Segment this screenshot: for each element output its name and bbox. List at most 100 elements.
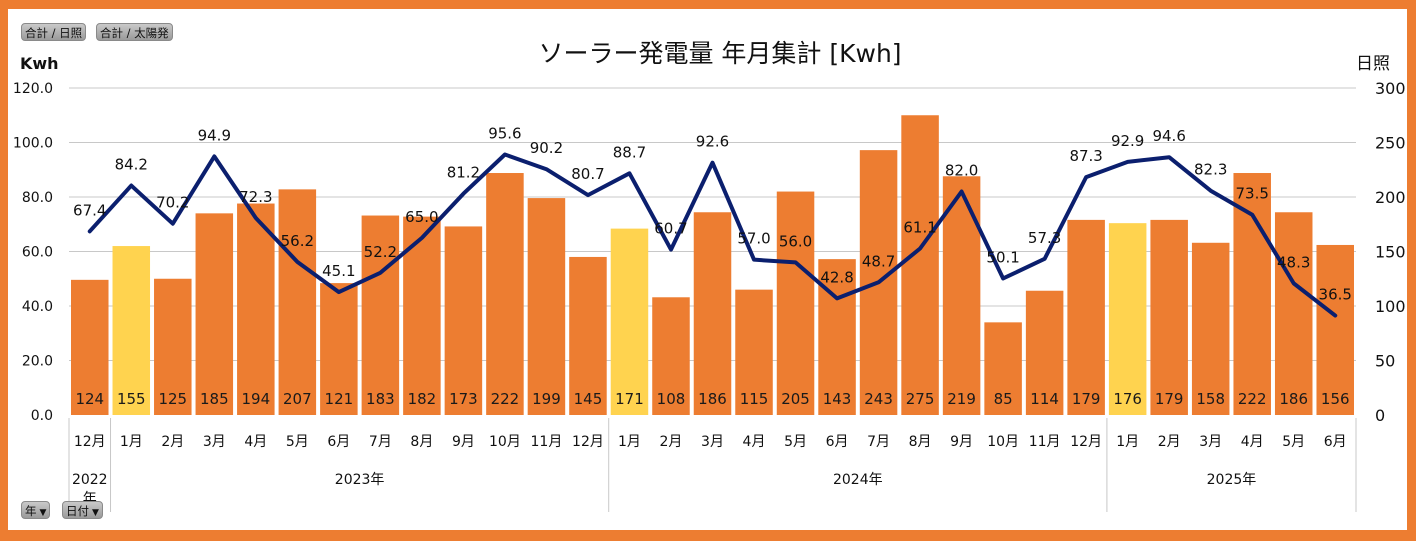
bar-data-label: 173 [449,390,478,408]
right-axis-tick-label: 50 [1375,352,1395,371]
right-axis-tick-label: 200 [1375,188,1406,207]
x-axis-month-label: 2月 [161,434,184,450]
line-data-label: 61.1 [903,219,936,237]
x-axis-month-label: 4月 [244,434,267,450]
field-button-date[interactable]: 日付 ▼ [62,501,103,519]
bar-sunshine [776,191,815,415]
line-data-label: 67.4 [73,201,106,219]
field-button-solar-total[interactable]: 合計 / 太陽発 [96,23,173,41]
left-axis-tick-label: 0.0 [31,408,53,424]
line-data-label: 72.3 [239,188,272,206]
x-axis-month-label: 2月 [660,434,683,450]
left-axis-tick-label: 20.0 [22,354,53,370]
x-axis-month-label: 12月 [1070,434,1102,450]
bar-data-label: 156 [1321,390,1350,408]
bar-sunshine [527,198,566,415]
line-data-label: 42.8 [820,268,853,286]
bar-data-label: 205 [781,390,810,408]
line-data-label: 45.1 [322,262,355,280]
x-axis-month-label: 3月 [701,434,724,450]
bar-sunshine [320,283,358,415]
bar-data-label: 176 [1113,390,1142,408]
x-axis-month-label: 7月 [867,434,890,450]
line-data-label: 82.3 [1194,161,1227,179]
bar-sunshine [361,215,400,415]
x-axis-month-label: 8月 [410,434,433,450]
x-axis-month-label: 8月 [909,434,932,450]
bar-sunshine [1108,223,1147,415]
x-axis-month-label: 1月 [120,434,143,450]
right-axis-tick-label: 0 [1375,406,1385,425]
dropdown-arrow-icon: ▼ [92,508,99,518]
line-data-label: 73.5 [1236,185,1269,203]
right-axis-tick-label: 100 [1375,297,1406,316]
line-data-label: 56.2 [281,232,314,250]
bar-sunshine [1316,244,1354,415]
bar-sunshine [1274,212,1313,415]
field-button-label: 合計 / 日照 [25,26,83,40]
x-axis-month-label: 6月 [327,434,350,450]
bar-data-label: 186 [1279,390,1308,408]
x-axis-month-label: 6月 [826,434,849,450]
line-data-label: 56.0 [779,232,812,250]
dropdown-arrow-icon: ▼ [39,508,47,518]
bar-sunshine [444,226,483,415]
left-axis-title: Kwh [20,54,59,73]
bar-sunshine [1067,219,1105,415]
bar-sunshine [278,189,317,415]
x-axis-month-label: 5月 [784,434,807,450]
field-button-label: 日付 [66,504,89,518]
bar-sunshine [1150,219,1188,415]
bar-data-label: 243 [864,390,893,408]
right-axis-title: 日照 [1356,54,1390,74]
x-axis-month-label: 3月 [1199,434,1222,450]
left-axis-tick-label: 40.0 [22,299,53,315]
x-axis-month-label: 3月 [203,434,226,450]
x-axis-year-label: 2023年 [335,472,385,488]
x-axis-month-label: 10月 [987,434,1019,450]
x-axis-month-label: 10月 [489,434,521,450]
bar-sunshine [735,289,773,415]
line-data-label: 87.3 [1069,147,1102,165]
bar-data-label: 125 [158,390,187,408]
field-button-sunshine-total[interactable]: 合計 / 日照 [21,23,87,41]
x-axis-month-label: 9月 [452,434,475,450]
line-data-label: 70.2 [156,194,189,212]
bar-data-label: 115 [740,390,769,408]
x-axis-month-label: 11月 [1029,434,1061,450]
x-axis-month-label: 1月 [1116,434,1139,450]
bar-sunshine [71,279,109,415]
bar-data-label: 194 [242,390,271,408]
field-button-year[interactable]: 年 ▼ [21,501,51,519]
line-data-label: 52.2 [364,243,397,261]
bar-data-label: 108 [657,390,686,408]
field-button-label: 年 [25,504,37,518]
bar-data-label: 121 [325,390,354,408]
line-data-label: 60.7 [654,220,687,238]
bar-data-label: 199 [532,390,561,408]
bar-sunshine [195,213,234,415]
x-axis-year-label: 2022 [72,472,108,488]
left-axis-tick-label: 80.0 [22,190,53,206]
bar-data-label: 155 [117,390,146,408]
bar-data-label: 182 [408,390,437,408]
bar-sunshine [984,322,1022,415]
line-data-label: 84.2 [115,156,148,174]
bar-data-label: 185 [200,390,229,408]
bar-sunshine [237,203,275,415]
line-data-label: 57.3 [1028,229,1061,247]
line-data-label: 80.7 [571,165,604,183]
bar-sunshine [693,212,732,415]
chart-title: ソーラー発電量 年月集計 [Kwh] [538,39,901,68]
bar-data-label: 114 [1030,390,1059,408]
left-axis-tick-label: 60.0 [22,245,53,261]
field-button-label: 合計 / 太陽発 [100,26,169,40]
bar-data-label: 207 [283,390,312,408]
bar-data-label: 124 [75,390,104,408]
bar-data-label: 183 [366,390,395,408]
bar-data-label: 179 [1155,390,1184,408]
bar-data-label: 143 [823,390,852,408]
x-axis-month-label: 9月 [950,434,973,450]
left-axis-tick-label: 120.0 [13,81,53,97]
line-data-label: 90.2 [530,139,563,157]
